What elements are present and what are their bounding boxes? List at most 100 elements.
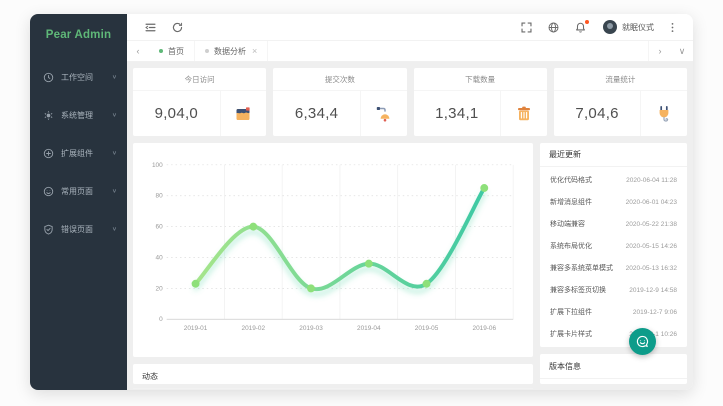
update-label: 移动端兼容 (550, 221, 585, 228)
update-list-item: 优化代码格式 2020-06-04 11:28 (540, 169, 687, 191)
update-list-item: 系统布局优化 2020-05-15 14:26 (540, 235, 687, 257)
shield-icon (43, 224, 54, 235)
svg-text:2019-01: 2019-01 (184, 325, 208, 332)
update-time: 2019-12-9 14:58 (629, 286, 677, 294)
updates-list: 优化代码格式 2020-06-04 11:28 新增消息组件 2020-06-01 0… (540, 167, 687, 347)
update-label: 兼容多标签页切换 (550, 287, 606, 294)
app-logo: Pear Admin (45, 29, 112, 41)
sidebar-item-2[interactable]: 系统管理 ∨ (30, 96, 127, 134)
svg-text:100: 100 (152, 162, 163, 169)
sidebar-item-3[interactable]: 扩展组件 ∨ (30, 134, 127, 172)
chevron-down-icon: ∨ (111, 188, 117, 195)
stat-title: 流量统计 (553, 68, 687, 91)
stat-value: 1,34,1 (435, 105, 479, 122)
paint-bucket-icon (219, 91, 267, 136)
svg-text:0: 0 (159, 316, 163, 323)
chat-fab-button[interactable] (629, 328, 656, 355)
menu-fold-icon[interactable] (144, 21, 157, 34)
roller-bell-icon (359, 91, 407, 136)
stat-card-2: 提交次数 6,34,4 (273, 68, 407, 136)
tabs-menu-button[interactable]: ∨ (678, 45, 686, 56)
sidebar-nav: 工作空间 ∨ 系统管理 ∨ 扩展组件 ∨ 常用页面 ∨ 错误页面 ∨ (30, 56, 127, 248)
update-label: 扩展下拉组件 (550, 309, 592, 316)
update-time: 2020-06-04 11:28 (626, 176, 677, 184)
language-icon[interactable] (547, 21, 560, 34)
update-list-item: 移动端兼容 2020-05-22 21:38 (540, 213, 687, 235)
version-card: 版本信息 (540, 354, 687, 384)
stat-value: 7,04,6 (575, 105, 619, 122)
svg-text:2019-04: 2019-04 (357, 325, 381, 332)
main-column: 就眠仪式 ‹ 首页 数据分析 × › ∨ 今日访问 9,04,0 提交次 (127, 14, 693, 390)
stat-card-1: 今日访问 9,04,0 (133, 68, 267, 136)
update-list-item: 兼容多系统菜单模式 2020-05-13 16:32 (540, 257, 687, 279)
activity-title: 动态 (133, 364, 533, 389)
sidebar: Pear Admin 工作空间 ∨ 系统管理 ∨ 扩展组件 ∨ 常用页面 ∨ 错误页面 ∨ (30, 14, 127, 390)
notification-badge (585, 19, 589, 24)
extension-icon (43, 148, 54, 159)
stat-title: 下载数量 (413, 68, 547, 91)
update-list-item: 兼容多标签页切换 2019-12-9 14:58 (540, 279, 687, 301)
svg-text:2019-03: 2019-03 (299, 325, 323, 332)
chevron-down-icon: ∨ (111, 74, 117, 81)
stats-row: 今日访问 9,04,0 提交次数 6,34,4 下载数量 1,34,1 流量统计 7,04,6 (133, 68, 687, 136)
tab-2[interactable]: 数据分析 × (195, 41, 269, 61)
sidebar-item-label: 错误页面 (61, 224, 93, 234)
user-name[interactable]: 就眠仪式 (622, 22, 654, 32)
svg-text:60: 60 (156, 224, 164, 231)
sidebar-item-label: 系统管理 (61, 110, 93, 120)
chevron-down-icon: ∨ (111, 112, 117, 119)
svg-text:20: 20 (156, 285, 164, 292)
sidebar-item-label: 工作空间 (61, 72, 93, 82)
fullscreen-icon[interactable] (520, 21, 533, 34)
tab-close-icon[interactable]: × (252, 45, 258, 56)
app-window: Pear Admin 工作空间 ∨ 系统管理 ∨ 扩展组件 ∨ 常用页面 ∨ 错误页面 ∨ (30, 14, 693, 390)
settings-icon (43, 110, 54, 121)
chevron-down-icon: ∨ (111, 226, 117, 233)
smile-icon (43, 186, 54, 197)
update-label: 兼容多系统菜单模式 (550, 265, 613, 272)
tabs-prev-button[interactable]: ‹ (136, 46, 140, 56)
recent-updates-card: 最近更新 优化代码格式 2020-06-04 11:28 新增消息组件 2020-06… (540, 143, 687, 347)
update-label: 系统布局优化 (550, 243, 592, 250)
visits-chart-card: 0 20 40 60 80 100 2019-01 2019-02 2019-03 2019-0… (133, 143, 533, 357)
svg-text:2019-02: 2019-02 (241, 325, 265, 332)
tab-status-dot (159, 49, 163, 53)
more-vertical-icon[interactable] (666, 21, 679, 34)
stat-title: 今日访问 (133, 68, 267, 91)
update-time: 2019-12-7 9:06 (632, 308, 677, 316)
chevron-down-icon: ∨ (111, 150, 117, 157)
stat-value: 6,34,4 (294, 105, 339, 122)
tabs-next-button[interactable]: › (658, 46, 662, 56)
sidebar-item-label: 常用页面 (61, 186, 93, 196)
update-label: 新增消息组件 (550, 199, 592, 206)
update-label: 扩展卡片样式 (550, 331, 592, 338)
user-avatar[interactable] (603, 20, 617, 34)
activity-card: 动态 (133, 364, 533, 389)
bell-icon[interactable] (574, 19, 589, 34)
tabbar: ‹ 首页 数据分析 × › ∨ (127, 41, 693, 62)
refresh-icon[interactable] (171, 21, 184, 34)
sidebar-item-4[interactable]: 常用页面 ∨ (30, 172, 127, 210)
update-time: 2020-05-22 21:38 (625, 220, 677, 228)
svg-text:2019-06: 2019-06 (472, 325, 496, 332)
tab-label: 首页 (168, 46, 184, 56)
stat-card-3: 下载数量 1,34,1 (413, 68, 547, 136)
stat-value: 9,04,0 (154, 105, 199, 122)
svg-text:80: 80 (156, 193, 164, 200)
tab-status-dot (205, 49, 209, 53)
update-time: 2020-05-13 16:32 (625, 264, 677, 272)
update-list-item: 新增消息组件 2020-06-01 04:23 (540, 191, 687, 213)
sidebar-item-1[interactable]: 工作空间 ∨ (30, 58, 127, 96)
sidebar-item-5[interactable]: 错误页面 ∨ (30, 210, 127, 248)
update-label: 优化代码格式 (550, 177, 592, 184)
chat-smiley-icon (636, 335, 649, 348)
update-list-item: 扩展下拉组件 2019-12-7 9:06 (540, 301, 687, 323)
trash-icon (500, 91, 547, 136)
tab-1[interactable]: 首页 (149, 41, 195, 61)
stat-title: 提交次数 (273, 68, 407, 91)
plug-icon (640, 91, 687, 136)
svg-text:2019-05: 2019-05 (415, 325, 439, 332)
update-time: 2020-06-01 04:23 (625, 198, 677, 206)
topbar: 就眠仪式 (127, 14, 693, 41)
